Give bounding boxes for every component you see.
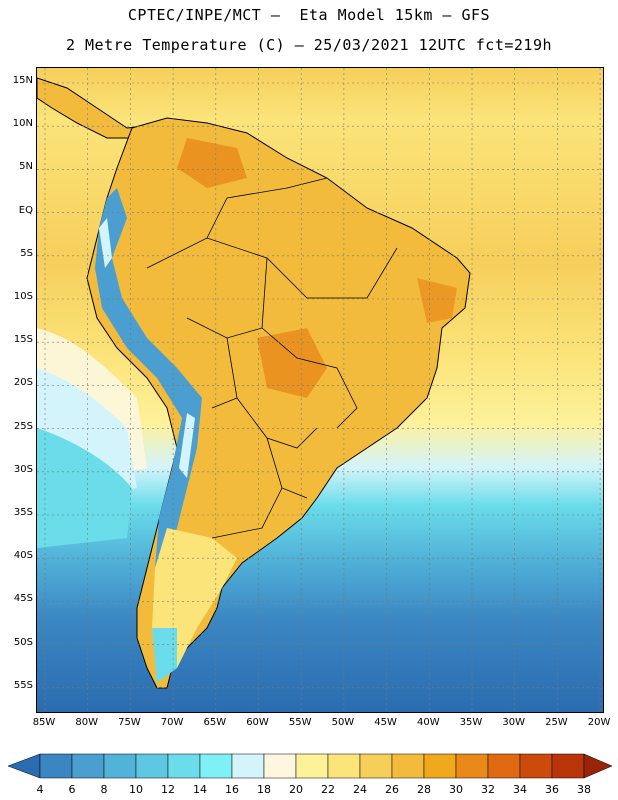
colorbar-swatch bbox=[423, 753, 457, 779]
pacific-cold-zone bbox=[37, 428, 132, 548]
andes-snow bbox=[99, 218, 195, 478]
colorbar-arrow-high bbox=[583, 753, 613, 779]
colorbar-swatch bbox=[295, 753, 329, 779]
colorbar-arrow-low bbox=[7, 753, 41, 779]
colorbar-tick-label: 36 bbox=[545, 783, 559, 796]
temperature-map bbox=[37, 68, 603, 712]
latitude-label: 40S bbox=[13, 550, 33, 562]
title-line-2: 2 Metre Temperature (C) – 25/03/2021 12U… bbox=[65, 36, 553, 54]
colorbar-tick-label: 8 bbox=[100, 783, 108, 796]
colorbar-tick-label: 34 bbox=[513, 783, 527, 796]
colorbar-tick-label: 12 bbox=[161, 783, 175, 796]
colorbar bbox=[7, 753, 613, 779]
colorbar-swatch bbox=[231, 753, 265, 779]
colorbar-swatch bbox=[519, 753, 553, 779]
longitude-label: 40W bbox=[416, 717, 440, 728]
colorbar-swatch bbox=[455, 753, 489, 779]
colorbar-tick-label: 6 bbox=[68, 783, 76, 796]
longitude-label: 60W bbox=[246, 717, 269, 728]
longitude-label: 30W bbox=[502, 717, 525, 728]
map-panel bbox=[36, 67, 604, 713]
longitude-label: 25W bbox=[545, 717, 568, 728]
colorbar-swatch bbox=[327, 753, 361, 779]
colorbar-tick-label: 28 bbox=[417, 783, 431, 796]
graticule bbox=[37, 68, 603, 712]
latitude-label: 15N bbox=[12, 75, 33, 86]
longitude-label: 50W bbox=[331, 717, 355, 728]
latitude-label: 25S bbox=[13, 420, 33, 432]
latitude-label: 30S bbox=[13, 463, 33, 475]
latitude-label: EQ bbox=[18, 204, 33, 216]
colorbar-tick-label: 20 bbox=[289, 783, 303, 796]
hot-zone-northeast bbox=[417, 278, 457, 323]
latitude-label: 45S bbox=[13, 593, 33, 605]
colorbar-swatch bbox=[391, 753, 425, 779]
latitude-label: 5S bbox=[20, 247, 33, 259]
longitude-label: 45W bbox=[374, 717, 397, 728]
longitude-label: 35W bbox=[459, 717, 483, 728]
colorbar-tick-label: 16 bbox=[225, 783, 239, 796]
colorbar-tick-label: 18 bbox=[257, 783, 271, 796]
title-line-1: CPTEC/INPE/MCT – Eta Model 15km – GFS bbox=[127, 6, 491, 24]
colorbar-tick-label: 30 bbox=[449, 783, 463, 796]
colorbar-swatch bbox=[39, 753, 73, 779]
latitude-label: 55S bbox=[13, 679, 33, 691]
colorbar-tick-label: 32 bbox=[481, 783, 495, 796]
latitude-label: 5N bbox=[19, 161, 33, 173]
latitude-label: 35S bbox=[13, 507, 33, 518]
country-borders bbox=[146, 177, 398, 539]
colorbar-swatch bbox=[135, 753, 169, 779]
hot-zone-north bbox=[177, 138, 247, 188]
colorbar-tick-label: 22 bbox=[321, 783, 335, 796]
latitude-label: 50S bbox=[13, 636, 33, 648]
longitude-label: 65W bbox=[203, 717, 227, 728]
colorbar-swatch bbox=[487, 753, 521, 779]
colorbar-swatch bbox=[71, 753, 105, 779]
latitude-label: 10S bbox=[13, 291, 33, 302]
latitude-label: 20S bbox=[13, 377, 33, 389]
hot-zone-central bbox=[257, 328, 327, 398]
colorbar-tick-label: 4 bbox=[36, 783, 44, 796]
colorbar-swatch bbox=[551, 753, 585, 779]
longitude-label: 85W bbox=[32, 717, 56, 728]
colorbar-swatch bbox=[167, 753, 201, 779]
latitude-label: 10N bbox=[12, 118, 33, 130]
tierra-del-fuego-cold bbox=[152, 628, 177, 683]
colorbar-tick-label: 14 bbox=[193, 783, 207, 796]
colorbar-swatch bbox=[103, 753, 137, 779]
longitude-label: 20W bbox=[587, 717, 611, 728]
colorbar-tick-label: 26 bbox=[385, 783, 399, 796]
longitude-label: 55W bbox=[288, 717, 312, 728]
colorbar-swatch bbox=[359, 753, 393, 779]
colorbar-tick-label: 24 bbox=[353, 783, 367, 796]
longitude-label: 70W bbox=[160, 717, 184, 728]
colorbar-swatch bbox=[263, 753, 297, 779]
latitude-label: 15S bbox=[13, 334, 33, 346]
longitude-label: 80W bbox=[75, 717, 98, 728]
longitude-label: 75W bbox=[118, 717, 141, 728]
colorbar-swatch bbox=[199, 753, 233, 779]
colorbar-tick-label: 38 bbox=[577, 783, 591, 796]
andes-cold-strip bbox=[95, 188, 202, 588]
colorbar-tick-label: 10 bbox=[129, 783, 143, 796]
